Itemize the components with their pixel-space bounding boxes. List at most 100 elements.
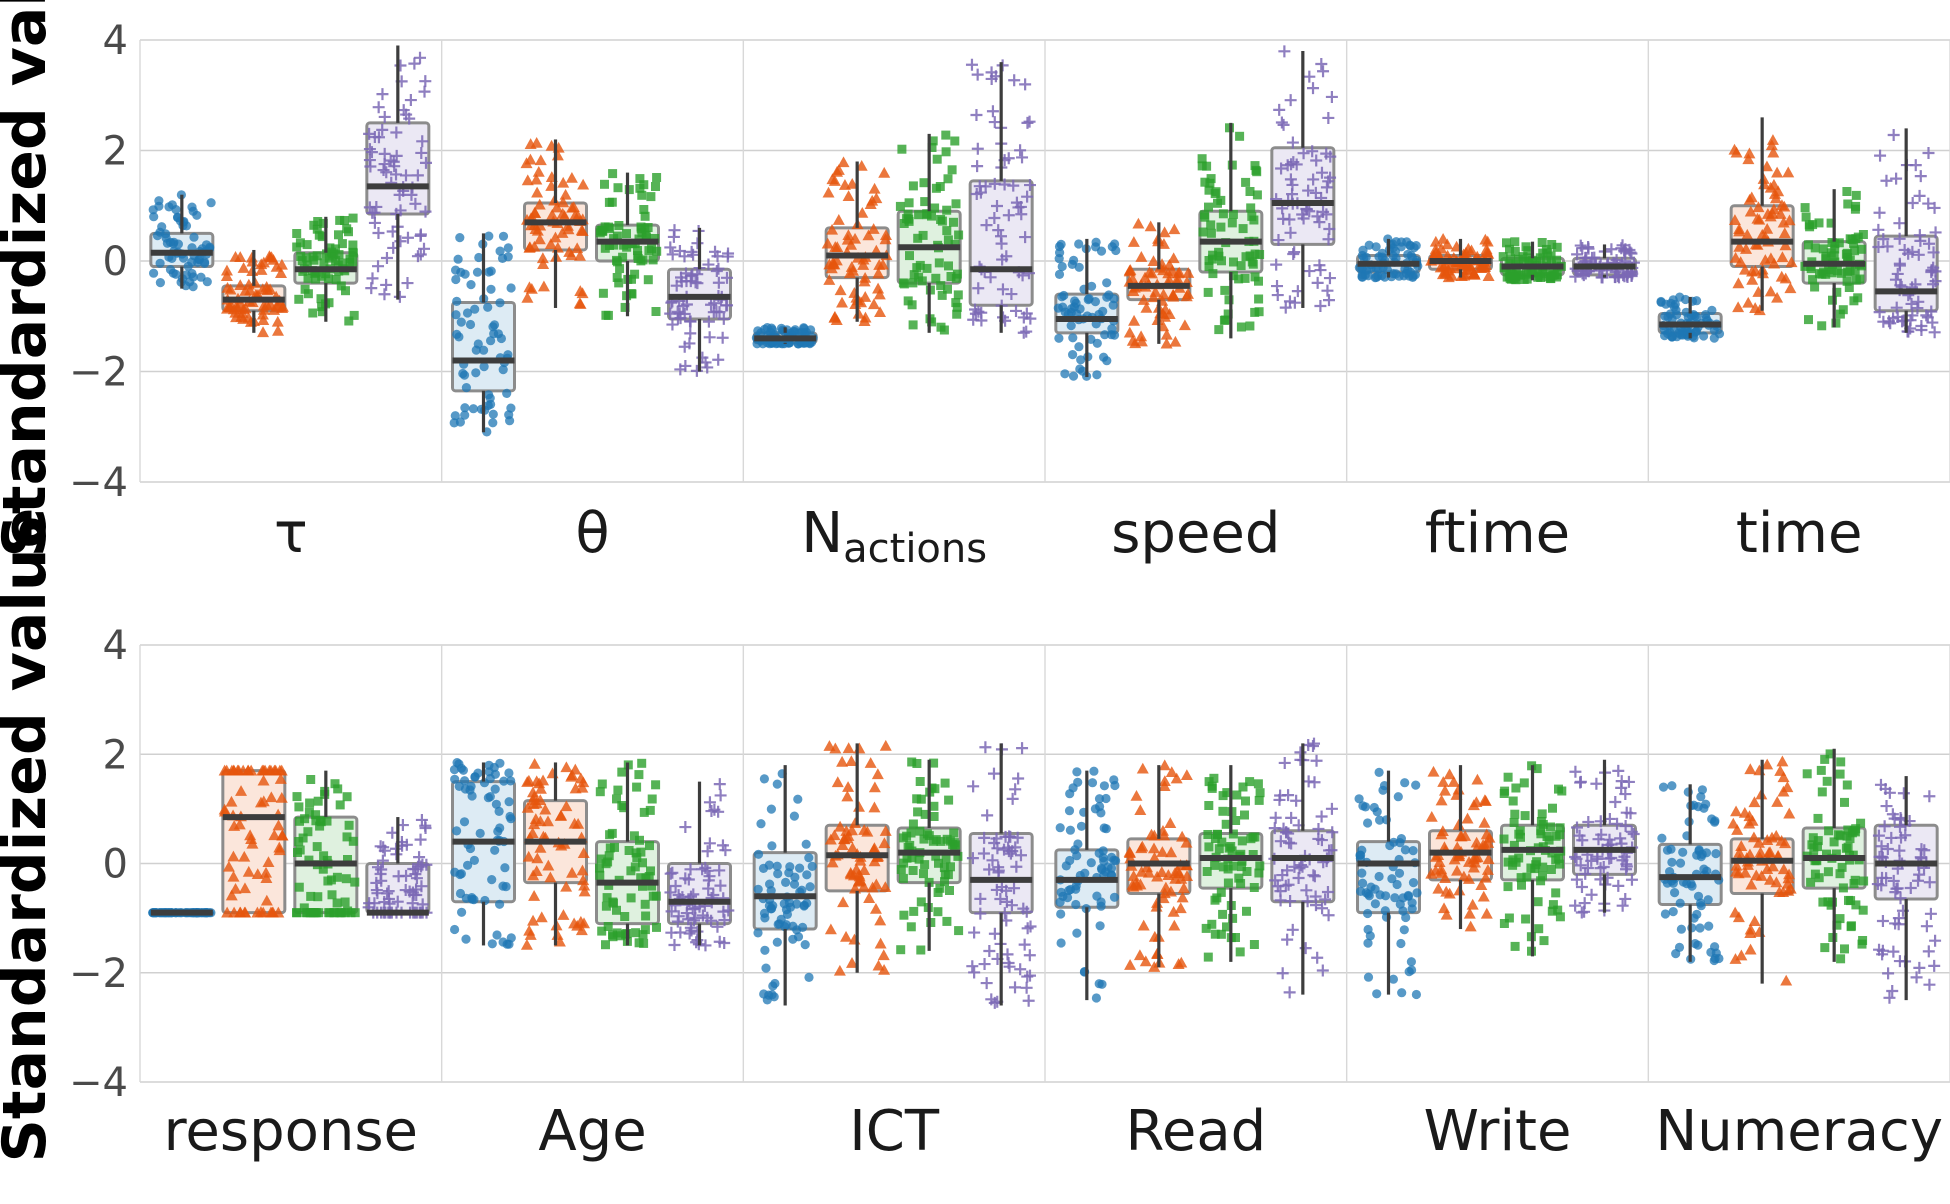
data-point (1778, 227, 1791, 239)
data-point (1218, 791, 1228, 801)
box-0-1-3 (664, 224, 735, 377)
data-point (1660, 325, 1670, 335)
data-point (1309, 890, 1322, 903)
data-point (1771, 291, 1784, 303)
data-point (1002, 209, 1015, 222)
data-point (1574, 776, 1587, 789)
data-point (1074, 239, 1084, 249)
data-point (842, 781, 855, 792)
data-point (772, 861, 782, 871)
data-point (1766, 207, 1779, 219)
data-point (1240, 273, 1250, 283)
data-point (1012, 772, 1025, 785)
data-point (479, 345, 489, 355)
data-point (1245, 321, 1255, 331)
data-point (336, 281, 346, 291)
data-point (338, 258, 348, 268)
data-point (1851, 900, 1861, 910)
data-point (1137, 919, 1150, 931)
data-point (939, 863, 949, 873)
data-point (1147, 291, 1160, 303)
data-point (1480, 907, 1493, 919)
data-point (931, 273, 941, 283)
box-0-2-1 (821, 156, 893, 326)
data-point (549, 231, 562, 243)
data-point (613, 183, 623, 193)
data-point (1510, 809, 1520, 819)
data-point (340, 897, 350, 907)
data-point (1323, 272, 1336, 285)
data-point (308, 308, 318, 318)
data-point (1095, 921, 1105, 931)
data-point (1282, 827, 1295, 840)
data-point (372, 101, 385, 114)
data-point (495, 823, 505, 833)
data-point (1738, 263, 1751, 275)
data-point (1408, 272, 1418, 282)
data-point (988, 927, 1001, 940)
data-point (546, 208, 559, 220)
data-point (1165, 846, 1178, 858)
data-point (1277, 212, 1290, 225)
box-1-1-3 (664, 778, 735, 952)
data-point (1361, 252, 1371, 262)
data-point (577, 874, 590, 886)
data-point (837, 896, 850, 908)
data-point (899, 279, 909, 289)
data-point (898, 873, 908, 883)
data-point (1844, 283, 1854, 292)
data-point (1475, 879, 1488, 890)
data-point (1615, 242, 1628, 255)
data-point (390, 842, 403, 855)
data-point (1779, 837, 1792, 849)
data-point (463, 860, 473, 870)
data-point (401, 231, 414, 244)
data-point (974, 907, 987, 920)
data-point (1904, 882, 1917, 895)
data-point (1538, 871, 1547, 881)
data-point (904, 198, 914, 208)
data-point (1009, 841, 1022, 854)
data-point (487, 875, 497, 885)
data-point (1571, 248, 1584, 261)
data-point (1206, 220, 1216, 230)
data-point (311, 274, 321, 284)
data-point (1747, 831, 1760, 843)
data-point (1502, 272, 1512, 282)
data-point (1222, 922, 1231, 932)
data-point (679, 359, 692, 372)
data-point (321, 269, 331, 279)
data-point (578, 917, 591, 929)
data-point (1744, 923, 1757, 935)
data-point (621, 929, 630, 939)
data-point (915, 260, 925, 270)
data-point (1285, 158, 1298, 171)
data-point (1856, 244, 1866, 254)
data-point (607, 828, 617, 838)
data-point (1071, 884, 1081, 894)
data-point (684, 315, 697, 328)
data-point (1214, 251, 1224, 261)
data-point (1216, 929, 1226, 939)
data-point (644, 246, 654, 256)
data-point (260, 894, 273, 906)
data-point (1073, 777, 1083, 787)
data-point (1023, 969, 1036, 982)
data-point (259, 764, 272, 776)
data-point (457, 907, 467, 917)
data-point (1920, 920, 1933, 933)
data-point (327, 890, 337, 900)
data-point (867, 843, 880, 855)
data-point (711, 920, 724, 933)
data-point (376, 88, 389, 101)
data-point (294, 294, 304, 304)
data-point (1731, 824, 1744, 835)
data-point (652, 173, 662, 182)
data-point (1440, 908, 1453, 920)
data-point (1010, 304, 1023, 317)
data-point (1831, 318, 1841, 328)
data-point (1818, 244, 1828, 254)
data-point (1822, 849, 1831, 859)
data-point (1929, 226, 1942, 239)
data-point (1248, 259, 1258, 269)
